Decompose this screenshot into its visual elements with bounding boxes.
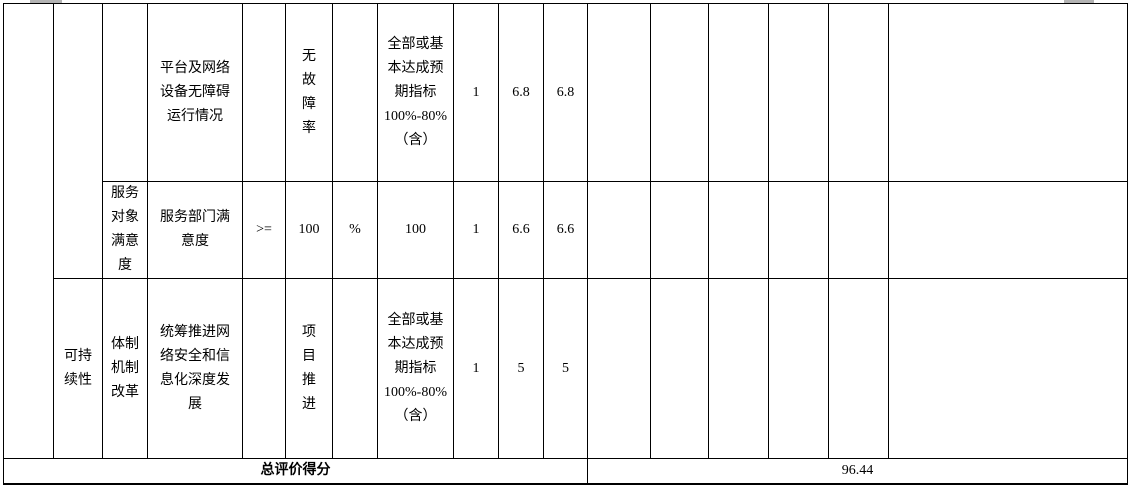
indicator-name-cell[interactable]: 统筹推进网 络安全和信 息化深度发 展 [147,278,243,459]
operator-cell-empty[interactable] [242,278,286,459]
score-cell[interactable]: 6.6 [543,181,588,279]
table-row: 平台及网络 设备无障碍 运行情况 无 故 障 率 全部或基 本达成预 期指标 1… [3,3,1128,459]
remarks-cell-empty[interactable] [888,278,1128,459]
margin-cell-empty[interactable] [3,3,54,459]
completion-cell[interactable]: 全部或基 本达成预 期指标 100%-80% （含） [377,278,454,459]
weight-cell[interactable]: 5 [498,278,544,459]
weight-cell[interactable]: 6.8 [498,3,544,182]
category-cell-empty[interactable] [53,3,103,279]
score-cell[interactable]: 5 [543,278,588,459]
group-cell-empty[interactable] [102,3,148,182]
coefficient-cell[interactable]: 1 [453,278,499,459]
group-cell[interactable]: 体制 机制 改革 [102,278,148,459]
target-value-cell[interactable]: 100 [285,181,333,279]
empty-cell[interactable] [828,278,889,459]
category-cell[interactable]: 可持 续性 [53,278,103,459]
metric-type-cell[interactable]: 项 目 推 进 [285,278,333,459]
empty-cell[interactable] [650,181,709,279]
remarks-cell-empty[interactable] [888,181,1128,279]
empty-cell[interactable] [828,181,889,279]
clipped-top-artifact-right [1064,0,1094,4]
empty-cell[interactable] [650,3,709,182]
unit-cell-empty[interactable] [332,278,378,459]
operator-cell-empty[interactable] [242,3,286,182]
total-score-label-cell[interactable]: 总评价得分 [3,458,588,485]
score-cell[interactable]: 6.8 [543,3,588,182]
empty-cell[interactable] [768,278,829,459]
coefficient-cell[interactable]: 1 [453,3,499,182]
indicator-name-cell[interactable]: 平台及网络 设备无障碍 运行情况 [147,3,243,182]
indicator-name-cell[interactable]: 服务部门满 意度 [147,181,243,279]
remarks-cell-empty[interactable] [888,3,1128,182]
clipped-top-artifact-left [30,0,62,3]
empty-cell[interactable] [708,278,769,459]
empty-cell[interactable] [768,3,829,182]
total-score-value-cell[interactable]: 96.44 [587,458,1128,485]
empty-cell[interactable] [708,181,769,279]
completion-cell[interactable]: 100 [377,181,454,279]
metric-type-cell[interactable]: 无 故 障 率 [285,3,333,182]
group-cell[interactable]: 服务 对象 满意 度 [102,181,148,279]
completion-cell[interactable]: 全部或基 本达成预 期指标 100%-80% （含） [377,3,454,182]
empty-cell[interactable] [650,278,709,459]
empty-cell[interactable] [587,3,651,182]
empty-cell[interactable] [828,3,889,182]
operator-cell[interactable]: >= [242,181,286,279]
unit-cell[interactable]: % [332,181,378,279]
empty-cell[interactable] [587,278,651,459]
empty-cell[interactable] [587,181,651,279]
empty-cell[interactable] [768,181,829,279]
table-row: 服务 对象 满意 度 服务部门满 意度 >= 100 % 100 1 6.6 6… [4,181,1128,279]
weight-cell[interactable]: 6.6 [498,181,544,279]
empty-cell[interactable] [708,3,769,182]
evaluation-table: 平台及网络 设备无障碍 运行情况 无 故 障 率 全部或基 本达成预 期指标 1… [3,3,1128,485]
coefficient-cell[interactable]: 1 [453,181,499,279]
unit-cell-empty[interactable] [332,3,378,182]
table-row: 可持 续性 体制 机制 改革 统筹推进网 络安全和信 息化深度发 展 项 目 推… [4,278,1128,459]
total-score-row: 总评价得分 96.44 [3,458,1128,485]
